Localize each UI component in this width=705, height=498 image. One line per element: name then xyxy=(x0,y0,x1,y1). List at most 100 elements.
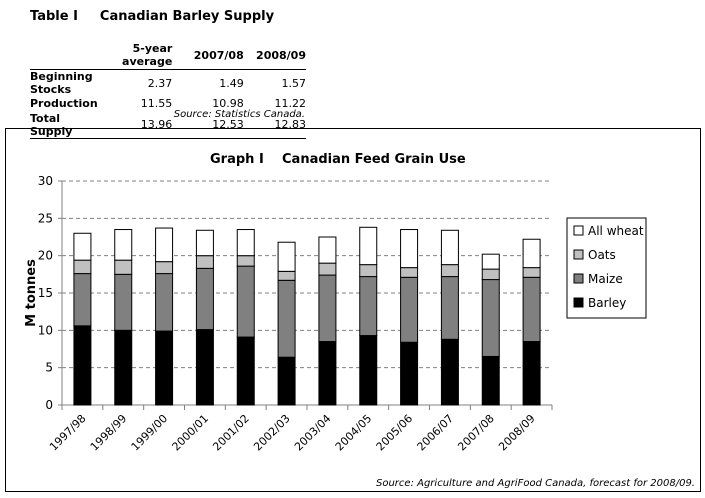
table-row: Production 11.55 10.98 11.22 xyxy=(30,96,306,112)
y-tick-label: 0 xyxy=(45,398,53,412)
y-tick-label: 10 xyxy=(38,323,53,337)
cell: 1.49 xyxy=(219,76,244,90)
bar-segment-maize xyxy=(522,276,541,343)
bar-segment-all-wheat xyxy=(400,229,419,269)
table-label: Table I xyxy=(30,9,78,24)
x-tick-label: 2001/02 xyxy=(210,412,252,454)
cell: 13.96 xyxy=(97,111,173,139)
legend-label: Maize xyxy=(588,272,623,286)
legend-label: Oats xyxy=(588,248,616,262)
x-tick-label: 2000/01 xyxy=(170,412,212,454)
cell: 10.98 xyxy=(212,97,244,111)
bar-segment-oats xyxy=(318,262,337,276)
bar-segment-all-wheat xyxy=(277,241,296,272)
bar-segment-barley xyxy=(440,338,459,406)
header-cell: 5-year average xyxy=(97,42,173,70)
bar-segment-maize xyxy=(400,276,419,343)
legend-swatch xyxy=(573,297,584,308)
bar-segment-barley xyxy=(195,329,214,406)
bar-segment-barley xyxy=(236,336,255,406)
bar-segment-all-wheat xyxy=(195,229,214,257)
bar-segment-all-wheat xyxy=(481,253,500,270)
bar-segment-oats xyxy=(277,270,296,281)
legend-swatch xyxy=(573,273,584,284)
bar-segment-barley xyxy=(318,341,337,406)
cell: 11.22 xyxy=(274,97,307,111)
bar-segment-barley xyxy=(481,355,500,406)
bar-segment-barley xyxy=(114,329,133,406)
row-label: Total Supply xyxy=(30,111,98,139)
bar-segment-maize xyxy=(440,276,459,340)
bar-segment-all-wheat xyxy=(236,229,255,257)
x-tick-label: 2002/03 xyxy=(251,412,293,454)
bar-segment-oats xyxy=(195,255,214,269)
barley-supply-table: 5-year average 2007/08 2008/09 Beginning… xyxy=(30,42,306,139)
x-tick-label: 2006/07 xyxy=(415,412,457,454)
bar-segment-barley xyxy=(155,330,174,406)
bar-segment-oats xyxy=(400,267,419,278)
bar-segment-barley xyxy=(522,341,541,406)
bar-segment-oats xyxy=(114,259,133,275)
y-tick-label: 25 xyxy=(38,211,53,225)
bar-segment-all-wheat xyxy=(155,227,174,263)
bar-segment-barley xyxy=(73,325,92,406)
bar-segment-oats xyxy=(359,264,378,278)
bar-segment-oats xyxy=(155,261,174,275)
bar-segment-oats xyxy=(236,255,255,267)
cell: 12.83 xyxy=(243,111,306,139)
header-cell: 2008/09 xyxy=(243,42,306,70)
table-title: Table I Canadian Barley Supply xyxy=(30,9,296,24)
y-tick-label: 30 xyxy=(38,174,53,188)
cell: 12.53 xyxy=(172,111,244,139)
chart-label: Graph I xyxy=(210,152,264,167)
bar-segment-all-wheat xyxy=(73,232,92,261)
bar-segment-barley xyxy=(277,356,296,406)
bar-segment-maize xyxy=(236,265,255,338)
y-tick-label: 20 xyxy=(38,249,53,263)
bar-segment-all-wheat xyxy=(318,236,337,264)
x-tick-label: 2005/06 xyxy=(374,412,416,454)
table-row: Total Supply 13.96 12.53 12.83 xyxy=(30,111,306,139)
x-tick-label: 2007/08 xyxy=(455,412,497,454)
row-label: Production xyxy=(30,97,98,111)
chart-title: Canadian Feed Grain Use xyxy=(282,152,466,167)
bar-segment-all-wheat xyxy=(440,229,459,266)
bar-segment-maize xyxy=(114,273,133,331)
header-cell xyxy=(30,42,98,70)
legend-swatch xyxy=(573,249,584,260)
header-cell: 2007/08 xyxy=(172,42,244,70)
bar-segment-oats xyxy=(440,264,459,278)
bar-segment-maize xyxy=(359,276,378,337)
cell: 1.57 xyxy=(281,76,307,90)
bar-segment-all-wheat xyxy=(114,229,133,261)
x-tick-label: 2004/05 xyxy=(333,412,375,454)
bar-segment-maize xyxy=(73,273,92,327)
bar-segment-maize xyxy=(277,279,296,358)
bar-segment-maize xyxy=(318,274,337,343)
bar-segment-maize xyxy=(155,273,174,332)
legend-label: Barley xyxy=(588,296,626,310)
table-source: Source: Statistics Canada. xyxy=(173,109,305,120)
x-tick-label: 1998/99 xyxy=(88,412,130,454)
bar-segment-barley xyxy=(359,335,378,406)
row-label: Beginning Stocks xyxy=(30,70,93,96)
bar-segment-oats xyxy=(73,259,92,275)
bar-segment-maize xyxy=(481,279,500,357)
table-row: Beginning Stocks 2.37 1.49 1.57 xyxy=(30,70,307,96)
table-title-text: Canadian Barley Supply xyxy=(99,9,275,24)
bar-segment-all-wheat xyxy=(522,238,541,269)
legend-swatch xyxy=(573,225,584,236)
chart-source: Source: Agriculture and AgriFood Canada,… xyxy=(376,478,695,489)
y-axis-label: M tonnes xyxy=(24,259,39,327)
legend-label: All wheat xyxy=(588,224,644,238)
bar-segment-oats xyxy=(522,267,541,278)
cell: 11.55 xyxy=(140,97,173,111)
table-header-row: 5-year average 2007/08 2008/09 xyxy=(30,42,306,70)
x-tick-label: 1997/98 xyxy=(47,412,89,454)
bar-segment-oats xyxy=(481,268,500,281)
x-tick-label: 2003/04 xyxy=(292,412,334,454)
bar-segment-maize xyxy=(195,267,214,331)
x-tick-label: 1999/00 xyxy=(129,412,171,454)
y-tick-label: 15 xyxy=(38,286,53,300)
